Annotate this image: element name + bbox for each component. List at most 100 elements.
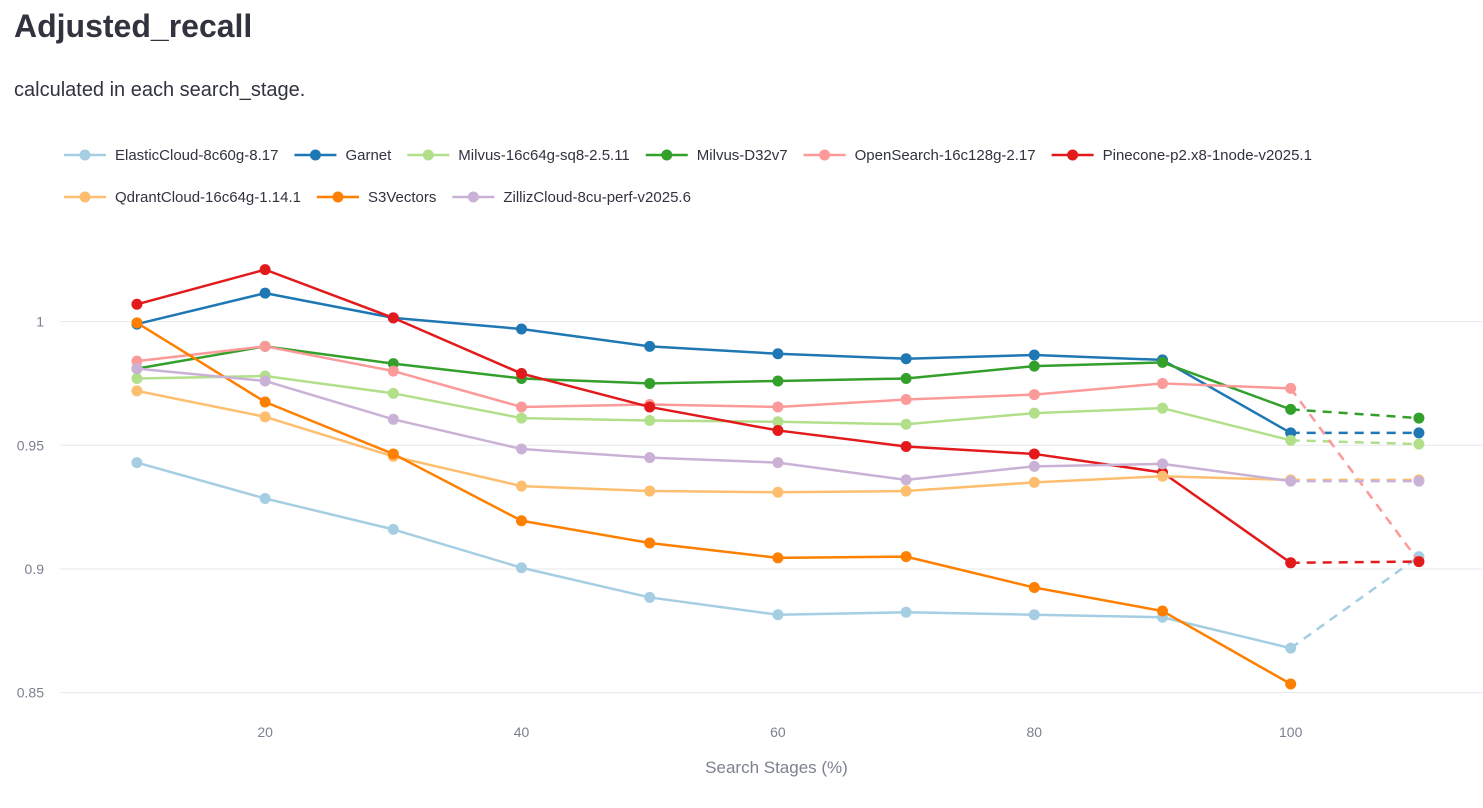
series-point[interactable] — [131, 298, 143, 310]
series-point[interactable] — [259, 287, 271, 299]
series-point[interactable] — [1285, 403, 1297, 415]
series-point[interactable] — [900, 418, 912, 430]
series-point[interactable] — [131, 317, 143, 329]
series-point[interactable] — [1285, 678, 1297, 690]
series-point[interactable] — [644, 591, 656, 603]
legend-item[interactable]: S3Vectors — [316, 189, 436, 206]
series-final-point[interactable] — [1413, 427, 1425, 439]
series-point[interactable] — [644, 415, 656, 427]
series-line — [136, 461, 1291, 650]
series-point[interactable] — [259, 340, 271, 352]
legend-item[interactable]: QdrantCloud-16c64g-1.14.1 — [64, 189, 301, 206]
series-point[interactable] — [516, 412, 528, 424]
series-point[interactable] — [1028, 460, 1040, 472]
series-point[interactable] — [516, 562, 528, 574]
series-point[interactable] — [900, 485, 912, 497]
legend-marker — [332, 191, 344, 203]
series-point[interactable] — [772, 609, 784, 621]
legend-label: Garnet — [345, 147, 392, 164]
series-point[interactable] — [1028, 360, 1040, 372]
series-point[interactable] — [387, 413, 399, 425]
legend-item[interactable]: ElasticCloud-8c60g-8.17 — [64, 147, 278, 164]
series-point[interactable] — [644, 452, 656, 464]
series-point[interactable] — [900, 353, 912, 365]
series-point[interactable] — [516, 515, 528, 527]
x-tick-label: 80 — [1027, 724, 1043, 740]
series-final-point[interactable] — [1413, 475, 1425, 487]
series-point[interactable] — [1157, 402, 1169, 414]
chart-gridlines — [60, 321, 1483, 694]
series-point[interactable] — [1028, 349, 1040, 361]
series-point[interactable] — [644, 485, 656, 497]
series-point[interactable] — [516, 368, 528, 380]
series-point[interactable] — [516, 323, 528, 335]
series-point[interactable] — [131, 385, 143, 397]
series-point[interactable] — [772, 552, 784, 564]
series-point[interactable] — [1028, 389, 1040, 401]
series-final-point[interactable] — [1413, 412, 1425, 424]
legend-item[interactable]: ZillizCloud-8cu-perf-v2025.6 — [452, 189, 691, 206]
series-point[interactable] — [259, 396, 271, 408]
series-point[interactable] — [259, 411, 271, 423]
series-point[interactable] — [387, 523, 399, 535]
series-point[interactable] — [1028, 582, 1040, 594]
series-point[interactable] — [772, 416, 784, 428]
series-point[interactable] — [1157, 470, 1169, 482]
legend-marker — [79, 191, 91, 203]
series-point[interactable] — [131, 372, 143, 384]
legend-item[interactable]: OpenSearch-16c128g-2.17 — [803, 147, 1036, 164]
series-point[interactable] — [772, 348, 784, 360]
series-point[interactable] — [1285, 475, 1297, 487]
series-point[interactable] — [1157, 458, 1169, 470]
series-point[interactable] — [387, 365, 399, 377]
series-point[interactable] — [387, 448, 399, 460]
legend-item[interactable]: Milvus-D32v7 — [645, 147, 788, 164]
x-axis-title: Search Stages (%) — [705, 758, 848, 777]
legend-label: Pinecone-p2.x8-1node-v2025.1 — [1103, 147, 1312, 164]
legend-item[interactable]: Milvus-16c64g-sq8-2.5.11 — [407, 147, 630, 164]
series-point[interactable] — [1285, 557, 1297, 569]
series-point[interactable] — [516, 401, 528, 413]
series-point[interactable] — [644, 401, 656, 413]
series-point[interactable] — [131, 363, 143, 375]
series-point[interactable] — [772, 401, 784, 413]
series-point[interactable] — [1157, 377, 1169, 389]
series-point[interactable] — [900, 394, 912, 406]
legend-item[interactable]: Pinecone-p2.x8-1node-v2025.1 — [1051, 147, 1312, 164]
series-point[interactable] — [1157, 356, 1169, 368]
legend-marker — [819, 149, 831, 161]
series-point[interactable] — [516, 480, 528, 492]
series-point[interactable] — [900, 372, 912, 384]
series-point[interactable] — [131, 457, 143, 469]
legend-marker — [309, 149, 321, 161]
series-final-point[interactable] — [1413, 438, 1425, 450]
series-point[interactable] — [772, 457, 784, 469]
series-point[interactable] — [387, 312, 399, 324]
series-point[interactable] — [387, 387, 399, 399]
series-point[interactable] — [900, 606, 912, 618]
series-point[interactable] — [1028, 448, 1040, 460]
series-point[interactable] — [259, 264, 271, 276]
series-point[interactable] — [1285, 434, 1297, 446]
series-point[interactable] — [1285, 382, 1297, 394]
legend-item[interactable]: Garnet — [294, 147, 392, 164]
series-point[interactable] — [644, 340, 656, 352]
series-point[interactable] — [644, 377, 656, 389]
series-point[interactable] — [1157, 605, 1169, 617]
series-point[interactable] — [900, 474, 912, 486]
series-point[interactable] — [900, 551, 912, 563]
series-point[interactable] — [772, 375, 784, 387]
series-point[interactable] — [772, 424, 784, 436]
series-point[interactable] — [1285, 642, 1297, 654]
series-point[interactable] — [1028, 609, 1040, 621]
series-point[interactable] — [516, 443, 528, 455]
series-point[interactable] — [772, 486, 784, 498]
series-point[interactable] — [1028, 476, 1040, 488]
series-point[interactable] — [259, 492, 271, 504]
y-tick-label: 1 — [36, 314, 44, 330]
series-point[interactable] — [900, 441, 912, 453]
series-final-point[interactable] — [1413, 556, 1425, 568]
series-point[interactable] — [644, 537, 656, 549]
series-point[interactable] — [1028, 407, 1040, 419]
series-point[interactable] — [259, 375, 271, 387]
